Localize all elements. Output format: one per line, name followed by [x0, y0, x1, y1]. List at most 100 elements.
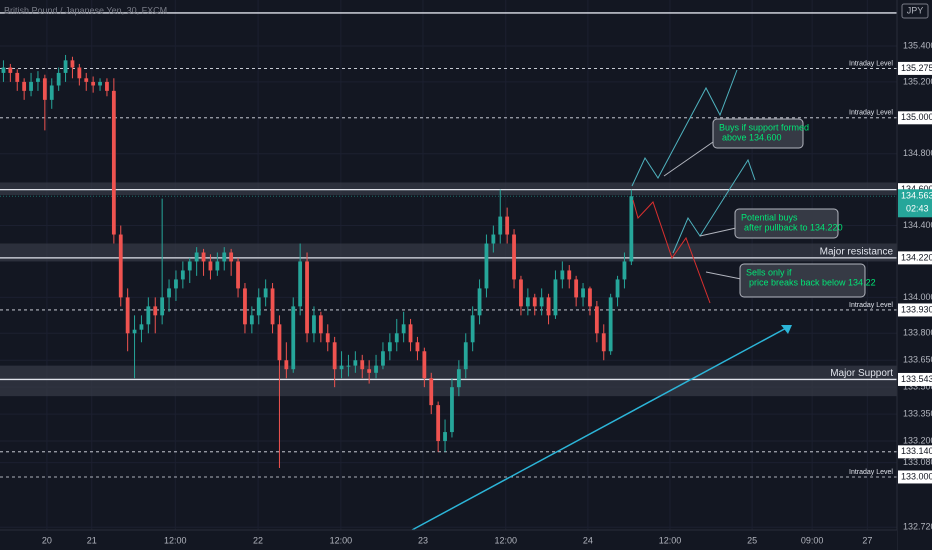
candle-body: [519, 279, 523, 307]
candle-body: [167, 288, 171, 298]
x-tick-label: 23: [418, 535, 428, 545]
candle-body: [36, 78, 40, 82]
price-tag-label: 135.275: [901, 63, 932, 73]
candle-body: [305, 261, 309, 334]
annotation-text: price breaks back below 134.22: [749, 277, 876, 287]
price-tag: [898, 303, 932, 317]
drawings: [411, 69, 792, 531]
candle-body: [70, 60, 75, 68]
candle-body: [422, 351, 427, 379]
x-tick-label: 12:00: [495, 535, 518, 545]
candle-body: [63, 60, 68, 73]
candle-body: [560, 270, 565, 280]
x-tick-label: 21: [87, 535, 97, 545]
candle-body: [125, 297, 130, 334]
callout-line: [705, 271, 742, 280]
candle-body: [243, 288, 247, 325]
candle-body: [401, 324, 406, 334]
level-name: Major Support: [830, 368, 893, 379]
candle-body: [456, 369, 461, 388]
level-name: Major resistance: [820, 247, 894, 258]
price-tag-label: 133.140: [901, 446, 932, 456]
candle-body: [588, 288, 592, 307]
candle-body: [8, 67, 13, 73]
level-name: Intraday Level: [849, 469, 893, 476]
candle-body: [581, 288, 585, 298]
x-tick-label: 12:00: [659, 535, 682, 545]
y-tick-label: 135.200: [903, 76, 932, 86]
candle-body: [277, 324, 282, 361]
candle-body: [525, 297, 530, 307]
candle-body: [505, 216, 510, 235]
y-tick-label: 134.000: [903, 292, 932, 302]
candle-body: [215, 261, 220, 271]
candle-body: [263, 288, 268, 298]
candle-body: [153, 306, 158, 316]
x-tick-label: 09:00: [801, 535, 824, 545]
candle-body: [546, 297, 551, 316]
annotation-text: Buys if support formed: [719, 122, 809, 132]
level-name: Intraday Level: [849, 302, 893, 309]
candle-body: [284, 360, 289, 370]
x-tick-label: 22: [253, 535, 263, 545]
x-tick-label: 24: [583, 535, 593, 545]
candle-body: [208, 261, 213, 271]
y-tick-label: 133.800: [903, 328, 932, 338]
y-tick-label: 132.720: [903, 522, 932, 532]
candle-body: [56, 72, 61, 86]
candle-body: [615, 279, 620, 298]
candle-body: [111, 90, 116, 235]
candle-body: [298, 261, 303, 307]
trend-arrow: [781, 325, 792, 334]
level-name: Intraday Level: [849, 60, 893, 67]
candle-body: [291, 306, 296, 370]
candle-body: [553, 279, 558, 316]
chart-title: British Pound / Japanese Yen, 30, FXCM: [4, 5, 167, 15]
candle-body: [622, 261, 627, 280]
candle-body: [381, 351, 385, 366]
candle-body: [118, 234, 123, 298]
candles: [1, 54, 634, 468]
candle-body: [15, 72, 20, 82]
y-tick-label: 134.800: [903, 148, 932, 158]
candle-body: [229, 252, 234, 262]
y-tick-label: 133.350: [903, 408, 932, 418]
candle-body: [443, 432, 447, 442]
candle-body: [346, 365, 351, 367]
candle-body: [312, 315, 316, 334]
callout-line: [663, 141, 714, 177]
candle-body: [353, 360, 358, 366]
candle-body: [84, 78, 89, 82]
candle-body: [450, 387, 454, 433]
candle-body: [256, 297, 261, 316]
candle-body: [436, 405, 441, 442]
annotation-box: [712, 118, 804, 149]
candle-body: [174, 279, 178, 289]
callout-line: [699, 227, 737, 237]
projection-down: [632, 199, 711, 304]
candle-body: [601, 333, 606, 352]
price-tag-label: 134.600: [901, 184, 932, 194]
candle-body: [194, 252, 199, 262]
price-tag-label: 133.543: [901, 374, 932, 384]
candle-body: [374, 365, 378, 373]
candle-body: [629, 196, 634, 262]
zone: [0, 243, 897, 262]
annotation-box: [734, 208, 839, 239]
projection-up: [631, 69, 738, 187]
zone: [0, 182, 897, 196]
candle-body: [463, 342, 468, 370]
price-tag: [898, 251, 932, 265]
candle-body: [360, 360, 365, 370]
candle-body: [160, 297, 165, 316]
candle-body: [42, 78, 47, 100]
candle-body: [484, 243, 489, 289]
candle-body: [470, 315, 475, 343]
candle-body: [22, 81, 27, 91]
y-tick-label: 134.400: [903, 220, 932, 230]
trend-line: [411, 325, 791, 531]
candle-body: [429, 378, 434, 406]
candle-body: [532, 297, 537, 307]
